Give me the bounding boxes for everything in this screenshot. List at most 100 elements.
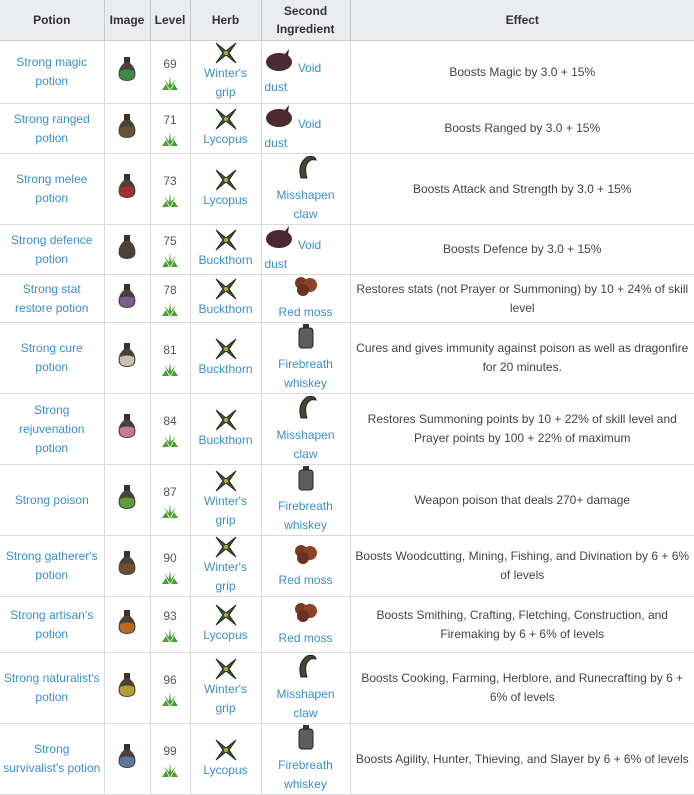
whiskey-icon[interactable] (265, 465, 347, 497)
potion-link[interactable]: Strong stat restore potion (15, 281, 89, 315)
whiskey-icon[interactable] (265, 724, 347, 756)
potion-link[interactable]: Strong melee potion (16, 172, 88, 205)
potion-link[interactable]: Strong survivalist's potion (3, 742, 101, 775)
potion-image[interactable] (103, 464, 151, 536)
potion-cell: Strong rejuvenation potion (0, 393, 105, 465)
potion-link[interactable]: Strong ranged potion (13, 111, 90, 145)
column-header: Second Ingredient (260, 0, 351, 41)
potion-icon (116, 234, 138, 263)
herb-link[interactable]: Winter's grip (204, 560, 247, 593)
herb-link[interactable]: Winter's grip (204, 494, 247, 527)
ingredient-cell: Void dust (260, 40, 351, 104)
herb-link[interactable]: Lycopus (203, 132, 248, 146)
herb-link[interactable]: Lycopus (203, 762, 248, 777)
level-cell: 87 (149, 464, 191, 536)
herb-icon[interactable] (194, 108, 258, 130)
table-row: Strong survivalist's potion 99 Lycopus F… (0, 723, 694, 795)
potion-image[interactable] (103, 535, 151, 597)
claw-icon[interactable] (265, 653, 347, 685)
herb-icon[interactable] (194, 338, 258, 360)
herb-icon[interactable] (194, 470, 258, 492)
potion-image[interactable] (103, 322, 151, 394)
ingredient-link[interactable]: Red moss (278, 631, 333, 645)
herblore-icon (154, 628, 187, 642)
red-moss-icon[interactable] (265, 543, 347, 571)
potion-link[interactable]: Strong magic potion (16, 55, 88, 88)
potion-link[interactable]: Strong cure potion (20, 341, 83, 374)
herb-icon[interactable] (194, 42, 258, 64)
void-dust-icon[interactable] (265, 48, 295, 75)
herb-link[interactable]: Lycopus (203, 628, 248, 642)
potion-image[interactable] (103, 224, 151, 275)
herb-icon[interactable] (194, 536, 258, 558)
ingredient-cell: Red moss (260, 274, 351, 323)
herb-link[interactable]: Lycopus (203, 192, 248, 207)
void-dust-icon[interactable] (265, 105, 295, 131)
ingredient-cell: Red moss (260, 596, 351, 653)
herb-link[interactable]: Buckthorn (198, 432, 253, 447)
herb-cell: Buckthorn (189, 322, 262, 394)
potion-cell: Strong gatherer's potion (0, 535, 105, 597)
herb-link[interactable]: Buckthorn (198, 302, 253, 316)
potion-link[interactable]: Strong poison (14, 492, 89, 507)
ingredient-link[interactable]: Red moss (278, 572, 333, 587)
potion-image[interactable] (103, 652, 151, 724)
level-cell: 73 (149, 153, 191, 225)
claw-icon[interactable] (265, 394, 347, 426)
ingredient-link[interactable]: Red moss (278, 305, 333, 319)
ingredient-link[interactable]: Misshapen claw (276, 428, 335, 461)
level-value: 69 (163, 56, 177, 71)
potion-image[interactable] (103, 596, 151, 653)
level-cell: 75 (149, 224, 191, 275)
potion-cell: Strong magic potion (0, 40, 105, 104)
ingredient-link[interactable]: Misshapen claw (276, 687, 335, 720)
potion-image[interactable] (103, 723, 151, 795)
herb-icon[interactable] (194, 658, 258, 680)
ingredient-cell: Red moss (260, 535, 351, 597)
void-dust-icon[interactable] (265, 226, 295, 252)
potion-link[interactable]: Strong naturalist's potion (3, 671, 100, 704)
herb-link[interactable]: Winter's grip (204, 682, 247, 715)
ingredient-link[interactable]: Void dust (264, 238, 322, 271)
potion-link[interactable]: Strong rejuvenation potion (19, 402, 85, 455)
ingredient-link[interactable]: Firebreath whiskey (278, 758, 333, 791)
ingredient-link[interactable]: Void dust (264, 60, 322, 94)
herb-link[interactable]: Buckthorn (198, 253, 253, 267)
potion-link[interactable]: Strong artisan's potion (10, 607, 94, 641)
herb-icon[interactable] (194, 169, 258, 191)
effect-cell: Boosts Magic by 3.0 + 15% (349, 40, 694, 104)
effect-cell: Cures and gives immunity against poison … (349, 322, 694, 394)
ingredient-link[interactable]: Void dust (264, 117, 322, 150)
whiskey-icon[interactable] (265, 323, 347, 355)
potion-icon (116, 174, 138, 202)
herb-icon[interactable] (194, 229, 258, 251)
herb-icon[interactable] (194, 604, 258, 626)
potion-image[interactable] (103, 274, 151, 323)
herblore-icon (154, 361, 187, 376)
herb-icon[interactable] (194, 409, 258, 431)
herb-link[interactable]: Buckthorn (198, 361, 253, 376)
ingredient-link[interactable]: Firebreath whiskey (278, 499, 333, 532)
potion-image[interactable] (103, 103, 151, 154)
potion-icon (116, 609, 138, 638)
ingredient-link[interactable]: Firebreath whiskey (278, 357, 333, 390)
potion-image[interactable] (103, 40, 151, 104)
red-moss-icon[interactable] (265, 601, 347, 629)
red-moss-icon[interactable] (265, 275, 347, 303)
herb-icon[interactable] (194, 278, 258, 300)
herb-link[interactable]: Winter's grip (204, 66, 247, 99)
potion-image[interactable] (103, 393, 151, 465)
level-cell: 96 (149, 652, 191, 724)
potion-cell: Strong stat restore potion (0, 274, 105, 323)
level-value: 71 (163, 113, 177, 127)
level-value: 84 (163, 413, 177, 428)
herb-cell: Lycopus (189, 103, 262, 154)
claw-icon[interactable] (265, 154, 347, 186)
potion-cell: Strong melee potion (0, 153, 105, 225)
ingredient-link[interactable]: Misshapen claw (276, 188, 335, 221)
potion-link[interactable]: Strong gatherer's potion (5, 549, 98, 582)
potion-cell: Strong survivalist's potion (0, 723, 105, 795)
ingredient-cell: Void dust (260, 103, 351, 154)
potion-link[interactable]: Strong defence potion (11, 232, 93, 266)
potion-image[interactable] (103, 153, 151, 225)
